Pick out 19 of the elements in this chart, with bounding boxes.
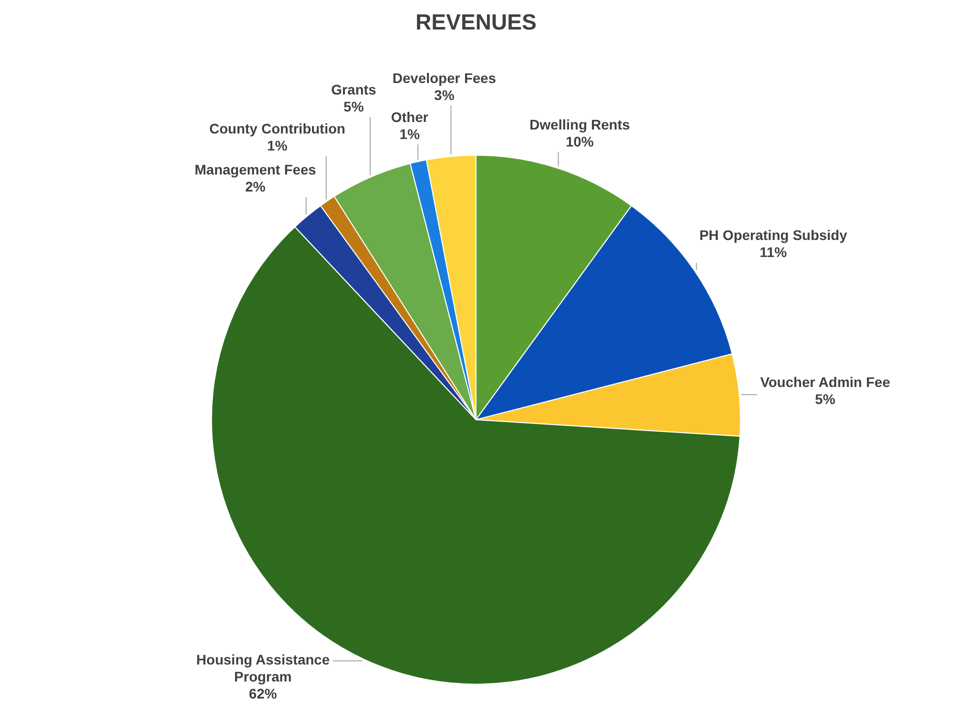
- slice-label: County Contribution: [209, 120, 346, 137]
- data-label: 11%: [760, 244, 788, 260]
- data-label: 5%: [344, 98, 364, 114]
- data-label: 1%: [400, 126, 420, 142]
- data-label: 5%: [815, 390, 836, 407]
- slice-label: Housing Assistance Program: [196, 651, 330, 684]
- slice-label: Dwelling Rents: [530, 116, 630, 132]
- chart-title: REVENUES: [415, 9, 537, 34]
- slice-label: Management Fees: [194, 162, 316, 178]
- slice-label: Grants: [331, 81, 376, 98]
- data-label: 3%: [434, 86, 455, 103]
- slice-label: Developer Fees: [392, 70, 496, 86]
- slice-label: Voucher Admin Fee: [760, 374, 890, 390]
- data-label: 10%: [566, 133, 594, 150]
- data-label: 62%: [248, 685, 278, 702]
- slice-label: Other: [390, 108, 429, 125]
- slice-label: PH Operating Subsidy: [699, 227, 848, 244]
- data-label: 2%: [245, 178, 266, 195]
- data-label: 1%: [267, 138, 288, 154]
